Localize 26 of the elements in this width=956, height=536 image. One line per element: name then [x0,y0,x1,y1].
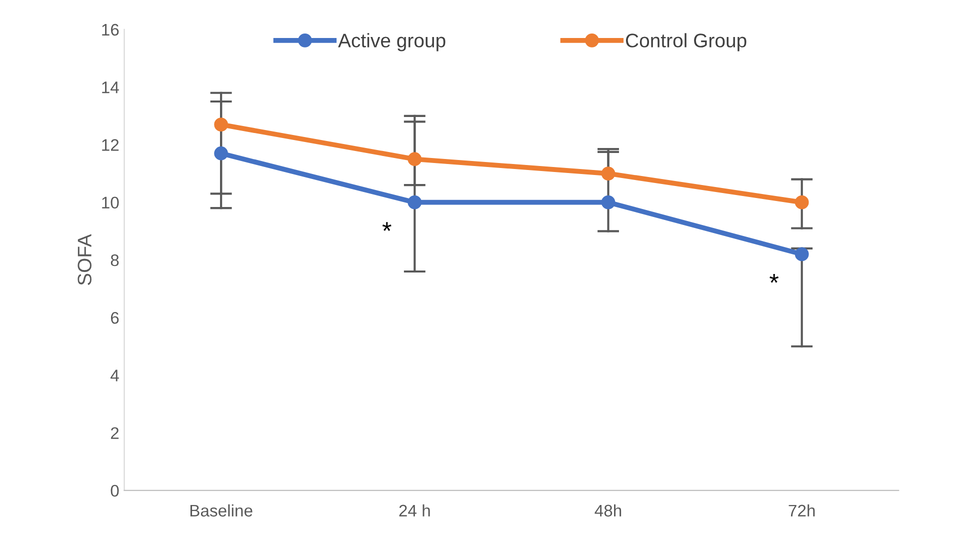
x-tick-label: Baseline [190,504,252,517]
legend-label: Control Group [626,33,746,52]
x-tick-label: 72h [788,504,815,516]
annotation: * [770,274,779,283]
point [214,146,228,160]
y-tick-label: 10 [102,196,119,209]
x-tick-label: 48h [594,504,622,517]
y-tick-label: 0 [110,484,119,497]
point [214,118,228,132]
annotation: * [382,222,392,231]
legend-label: Active group [338,33,446,52]
y-tick-label: 14 [102,82,119,94]
y-axis-title: SOFA [78,234,92,286]
x-tick-label: 24 h [399,504,430,516]
y-tick-label: 6 [110,312,119,324]
y-tick-label: 4 [110,370,119,382]
y-tick-label: 16 [102,24,119,36]
point [794,247,809,262]
point [408,152,422,166]
y-tick-label: 2 [110,427,119,439]
point [601,166,616,180]
y-tick-label: 8 [110,254,119,266]
point [794,195,809,210]
y-tick-label: 12 [102,139,119,151]
point [408,195,422,210]
point [601,195,616,210]
